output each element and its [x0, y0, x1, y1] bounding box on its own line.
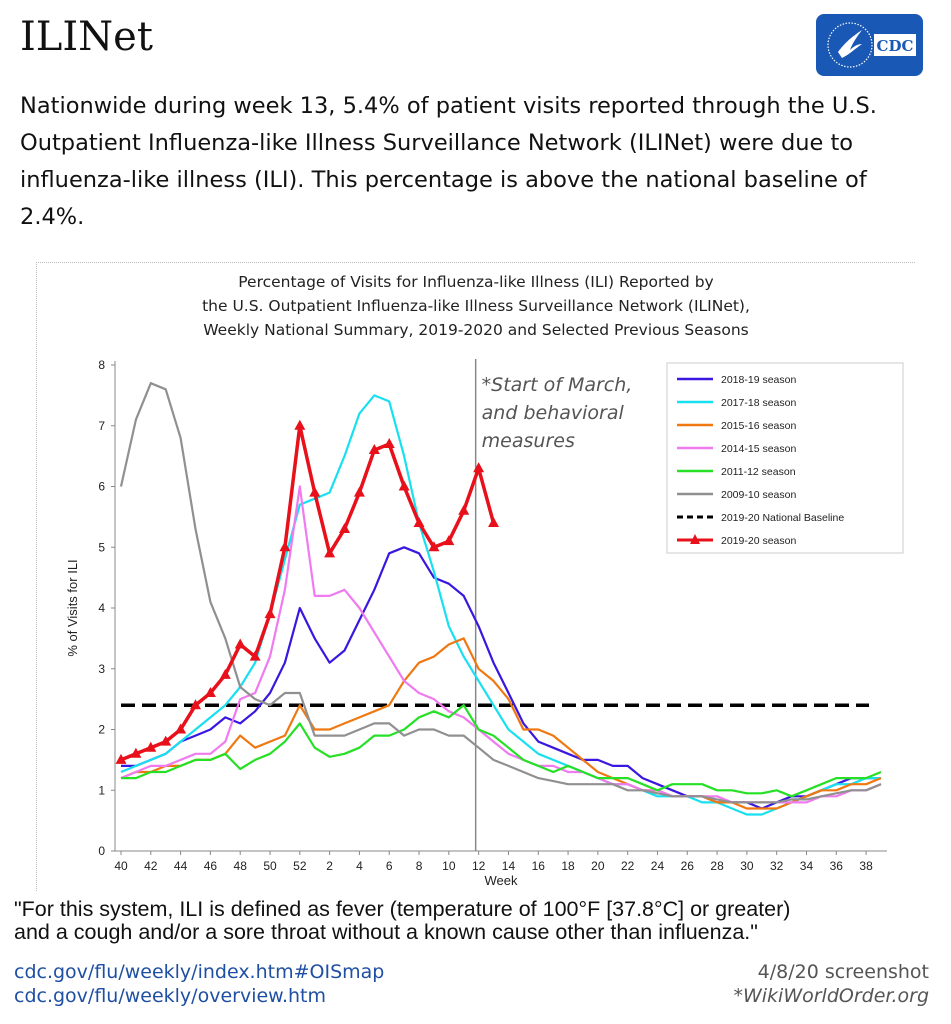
x-tick-label: 34: [800, 859, 814, 873]
series-point-2019-20: [294, 419, 306, 430]
y-tick-label: 5: [98, 540, 105, 554]
legend-marker: [690, 534, 700, 544]
x-tick-label: 10: [442, 859, 456, 873]
definition-line-1: "For this system, ILI is defined as feve…: [14, 897, 791, 921]
series-line-2009-10-season: [119, 382, 882, 804]
x-tick-label: 12: [472, 859, 486, 873]
series-point-2019-20: [368, 444, 380, 455]
x-tick-label: 30: [740, 859, 754, 873]
series-point-2019-20: [443, 535, 455, 546]
series-point-2019-20: [190, 699, 202, 710]
chart-title-line: the U.S. Outpatient Influenza-like Illne…: [202, 297, 750, 315]
series-point-2019-20: [473, 462, 485, 473]
series-point-2019-20: [279, 541, 291, 552]
y-tick-label: 8: [98, 358, 105, 372]
chart-title-line: Percentage of Visits for Influenza-like …: [238, 273, 713, 291]
series-point-2019-20: [339, 523, 351, 534]
legend-label: 2009-10 season: [721, 489, 796, 501]
y-tick-label: 3: [98, 662, 105, 676]
link-oismap[interactable]: cdc.gov/flu/weekly/index.htm#OISmap: [14, 961, 385, 983]
series-point-2019-20: [219, 668, 231, 679]
series-point-2019-20: [309, 486, 321, 497]
x-tick-label: 16: [532, 859, 546, 873]
x-tick-label: 42: [144, 859, 158, 873]
series-point-2019-20: [398, 480, 410, 491]
x-tick-label: 26: [681, 859, 695, 873]
legend-label: 2015-16 season: [721, 420, 796, 432]
y-tick-label: 1: [98, 783, 105, 797]
annotation-text: *Start of March,: [482, 374, 633, 396]
series-point-2019-20: [130, 747, 142, 758]
series-line-2011-12-season: [121, 704, 882, 798]
x-tick-label: 40: [114, 859, 128, 873]
series-line-2019-20-season: [120, 424, 496, 762]
series-point-2019-20: [115, 753, 127, 764]
link-overview[interactable]: cdc.gov/flu/weekly/overview.htm: [14, 985, 326, 1007]
series-point-2019-20: [488, 516, 500, 527]
source-credit: *WikiWorldOrder.org: [733, 985, 929, 1007]
x-tick-label: 44: [174, 859, 188, 873]
x-tick-label: 48: [234, 859, 248, 873]
series-point-2019-20: [249, 650, 261, 661]
legend-label: 2011-12 season: [721, 466, 796, 478]
y-axis-label: % of Visits for ILI: [65, 559, 80, 656]
annotation-text: and behavioral: [482, 402, 625, 424]
series-line-2015-16-season: [120, 637, 882, 810]
x-tick-label: 28: [710, 859, 724, 873]
x-tick-label: 8: [416, 859, 423, 873]
logo-text: CDC: [877, 37, 914, 55]
series-point-2019-20: [383, 437, 395, 448]
x-tick-label: 24: [651, 859, 665, 873]
ili-chart: Percentage of Visits for Influenza-like …: [65, 273, 904, 888]
x-tick-label: 18: [561, 859, 575, 873]
series-line-2017-18-season: [120, 394, 881, 816]
x-tick-label: 38: [859, 859, 873, 873]
series-point-2019-20: [204, 687, 216, 698]
ili-definition: "For this system, ILI is defined as feve…: [14, 898, 944, 944]
x-tick-label: 50: [263, 859, 277, 873]
x-tick-label: 22: [621, 859, 635, 873]
intro-paragraph: Nationwide during week 13, 5.4% of patie…: [20, 93, 877, 230]
legend-label: 2019-20 National Baseline: [721, 512, 844, 524]
y-tick-label: 7: [98, 419, 105, 433]
series-point-2019-20: [324, 547, 336, 558]
y-tick-label: 4: [98, 601, 105, 615]
x-tick-label: 20: [591, 859, 605, 873]
x-tick-label: 4: [356, 859, 363, 873]
annotation-text: measures: [482, 430, 575, 452]
series-point-2019-20: [264, 608, 276, 619]
x-tick-label: 2: [326, 859, 333, 873]
series-point-2019-20: [413, 516, 425, 527]
series-point-2019-20: [145, 741, 157, 752]
x-axis-label: Week: [485, 873, 518, 888]
screenshot-date: 4/8/20 screenshot: [757, 961, 929, 983]
x-tick-label: 46: [204, 859, 218, 873]
cdc-logo: CDC: [816, 14, 923, 76]
legend-label: 2017-18 season: [721, 397, 796, 409]
series-point-2019-20: [160, 735, 172, 746]
y-tick-label: 6: [98, 480, 105, 494]
series-point-2019-20: [458, 504, 470, 515]
x-tick-label: 52: [293, 859, 307, 873]
definition-line-2: and a cough and/or a sore throat without…: [14, 920, 758, 944]
y-tick-label: 2: [98, 723, 105, 737]
chart-frame: Percentage of Visits for Influenza-like …: [36, 262, 915, 891]
series-point-2019-20: [234, 638, 246, 649]
series-point-2019-20: [175, 723, 187, 734]
series-point-2019-20: [353, 486, 365, 497]
legend-label: 2014-15 season: [721, 443, 796, 455]
legend-label: 2018-19 season: [721, 374, 796, 386]
legend-box: [666, 362, 904, 554]
series-point-2019-20: [428, 541, 440, 552]
legend-label: 2019-20 season: [721, 535, 796, 547]
y-tick-label: 0: [98, 844, 105, 858]
page-title: ILINet: [20, 14, 153, 60]
series-line-2018-19-season: [121, 546, 881, 810]
x-tick-label: 36: [830, 859, 844, 873]
x-tick-label: 6: [386, 859, 393, 873]
chart-title-line: Weekly National Summary, 2019-2020 and S…: [203, 321, 749, 339]
x-tick-label: 14: [502, 859, 516, 873]
x-tick-label: 32: [770, 859, 784, 873]
